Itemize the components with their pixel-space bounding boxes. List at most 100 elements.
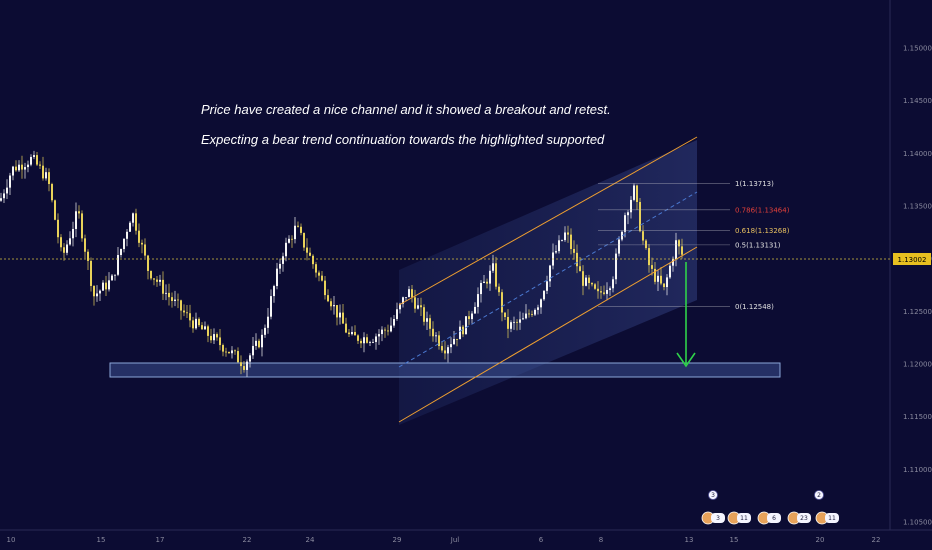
candle-body[interactable] — [492, 263, 494, 271]
candle-body[interactable] — [606, 290, 608, 294]
candle-body[interactable] — [672, 259, 674, 266]
candle-body[interactable] — [468, 316, 470, 320]
candle-body[interactable] — [69, 238, 71, 245]
candle-body[interactable] — [579, 266, 581, 272]
event-badge-top[interactable] — [708, 490, 718, 500]
candle-body[interactable] — [603, 292, 605, 294]
candle-body[interactable] — [33, 155, 35, 157]
candle-body[interactable] — [252, 345, 254, 356]
candle-body[interactable] — [441, 346, 443, 351]
candle-body[interactable] — [255, 340, 257, 346]
candle-body[interactable] — [357, 335, 359, 341]
candle-body[interactable] — [663, 283, 665, 288]
candle-body[interactable] — [57, 219, 59, 238]
candle-body[interactable] — [273, 286, 275, 297]
candle-body[interactable] — [237, 351, 239, 363]
candle-body[interactable] — [459, 326, 461, 340]
candle-body[interactable] — [342, 312, 344, 324]
candle-body[interactable] — [246, 361, 248, 370]
candle-body[interactable] — [297, 225, 299, 227]
candle-body[interactable] — [498, 286, 500, 293]
candle-body[interactable] — [609, 288, 611, 291]
candle-body[interactable] — [198, 318, 200, 326]
candle-body[interactable] — [291, 238, 293, 240]
candle-body[interactable] — [327, 295, 329, 302]
candle-body[interactable] — [159, 279, 161, 282]
candle-body[interactable] — [405, 297, 407, 298]
candle-body[interactable] — [150, 270, 152, 279]
candle-body[interactable] — [507, 316, 509, 329]
candle-body[interactable] — [225, 351, 227, 353]
candle-body[interactable] — [267, 316, 269, 328]
candle-body[interactable] — [669, 265, 671, 278]
candle-body[interactable] — [135, 213, 137, 231]
candle-body[interactable] — [666, 277, 668, 288]
candle-body[interactable] — [438, 335, 440, 347]
candle-body[interactable] — [411, 289, 413, 298]
candle-body[interactable] — [456, 338, 458, 340]
candle-body[interactable] — [270, 296, 272, 317]
candle-body[interactable] — [381, 329, 383, 335]
candle-body[interactable] — [537, 307, 539, 310]
candle-body[interactable] — [501, 292, 503, 313]
candle-body[interactable] — [219, 337, 221, 346]
candle-body[interactable] — [138, 230, 140, 243]
candle-body[interactable] — [96, 293, 98, 297]
candle-body[interactable] — [321, 275, 323, 281]
candle-body[interactable] — [234, 350, 236, 352]
candle-body[interactable] — [615, 253, 617, 280]
candle-body[interactable] — [585, 277, 587, 286]
candle-body[interactable] — [360, 340, 362, 344]
candle-body[interactable] — [636, 185, 638, 203]
candle-body[interactable] — [216, 334, 218, 338]
candle-body[interactable] — [309, 252, 311, 256]
candle-body[interactable] — [540, 299, 542, 308]
candle-body[interactable] — [453, 338, 455, 345]
candle-body[interactable] — [390, 325, 392, 332]
candle-body[interactable] — [384, 329, 386, 331]
candle-body[interactable] — [90, 260, 92, 286]
candle-body[interactable] — [594, 284, 596, 289]
candle-body[interactable] — [0, 198, 2, 201]
candle-body[interactable] — [522, 318, 524, 320]
candle-body[interactable] — [27, 164, 29, 168]
candle-body[interactable] — [318, 272, 320, 276]
candle-body[interactable] — [654, 268, 656, 282]
candle-body[interactable] — [165, 292, 167, 294]
candle-body[interactable] — [18, 164, 20, 171]
candle-body[interactable] — [336, 305, 338, 318]
candle-body[interactable] — [147, 255, 149, 271]
candle-body[interactable] — [42, 165, 44, 179]
candle-body[interactable] — [600, 291, 602, 293]
candle-body[interactable] — [618, 239, 620, 254]
candle-body[interactable] — [534, 309, 536, 315]
candle-body[interactable] — [660, 275, 662, 284]
candle-body[interactable] — [657, 275, 659, 282]
candle-body[interactable] — [558, 240, 560, 252]
candle-body[interactable] — [549, 265, 551, 282]
candle-body[interactable] — [348, 332, 350, 335]
channel-upper-line[interactable] — [398, 136, 698, 306]
candle-body[interactable] — [75, 211, 77, 229]
candle-body[interactable] — [249, 355, 251, 362]
candle-body[interactable] — [231, 350, 233, 354]
candle-body[interactable] — [120, 248, 122, 256]
candle-body[interactable] — [588, 277, 590, 284]
candle-body[interactable] — [420, 305, 422, 308]
candle-body[interactable] — [177, 299, 179, 301]
candle-body[interactable] — [261, 334, 263, 348]
candle-body[interactable] — [12, 166, 14, 176]
event-badge[interactable] — [711, 513, 725, 523]
candle-body[interactable] — [432, 328, 434, 337]
candle-body[interactable] — [372, 341, 374, 343]
candle-body[interactable] — [285, 242, 287, 257]
candle-body[interactable] — [429, 318, 431, 329]
candle-body[interactable] — [39, 164, 41, 166]
candle-body[interactable] — [642, 231, 644, 241]
candle-body[interactable] — [651, 265, 653, 269]
candle-body[interactable] — [681, 246, 683, 255]
candle-body[interactable] — [210, 335, 212, 341]
candle-body[interactable] — [621, 231, 623, 240]
candle-body[interactable] — [399, 303, 401, 310]
